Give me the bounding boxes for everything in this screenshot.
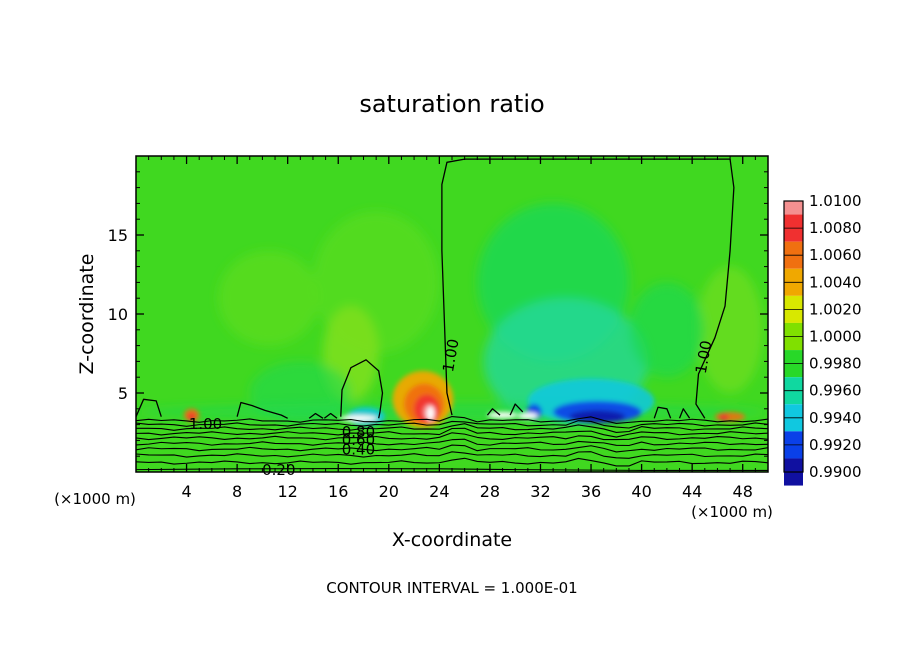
- contour-100-right-b: [678, 408, 691, 419]
- colorbar-level-label: 0.9980: [809, 355, 862, 373]
- contour-layer-3: [136, 423, 768, 433]
- x-tick-label: 20: [379, 482, 399, 501]
- contour-label: 1.00: [439, 337, 463, 373]
- colorbar-level-label: 1.0020: [809, 300, 862, 318]
- red-spot-left: [187, 412, 196, 421]
- y-tick-label: 10: [108, 305, 128, 324]
- contour-100-cloud: [340, 359, 384, 419]
- x-tick-label: 12: [278, 482, 298, 501]
- field-sharp-layer: [184, 370, 746, 428]
- contour-100-right-a: [653, 406, 672, 419]
- contour-100-bubble-4: [509, 403, 524, 416]
- colorbar-level-label: 0.9940: [809, 409, 862, 427]
- colorbar-level-label: 0.9900: [809, 463, 862, 481]
- x-tick-label: 32: [530, 482, 550, 501]
- contour-interval-note: CONTOUR INTERVAL = 1.000E-01: [326, 579, 577, 597]
- contour-100-bubble-3: [486, 408, 501, 416]
- contour-label: 1.00: [189, 415, 222, 433]
- x-tick-label: 44: [682, 482, 702, 501]
- contour-layer-2: [136, 420, 768, 429]
- contour-layer-7: [136, 444, 768, 453]
- x-tick-label: 48: [733, 482, 753, 501]
- contour-label: 0.60: [342, 431, 375, 449]
- contour-layer-4: [136, 427, 768, 438]
- deep-blue-pocket: [569, 410, 626, 424]
- y-axis: 5 10 15: [108, 171, 768, 457]
- colorbar-level-label: 1.0060: [809, 246, 862, 264]
- contour-label-group: 1.00 1.00 1.00 0.800.600.40 0.20: [189, 337, 716, 478]
- x-unit-label-left: (×1000 m): [54, 490, 136, 508]
- cloud-white-core: [426, 406, 435, 421]
- contour-label: 0.20: [262, 461, 295, 479]
- colorbar-level-label: 1.0100: [809, 192, 862, 210]
- x-tick-label: 16: [328, 482, 348, 501]
- contour-100-left-2: [236, 401, 288, 419]
- contour-label: 0.40: [342, 440, 375, 458]
- colorbar-level-label: 1.0080: [809, 219, 862, 237]
- contour-100-bubble-2: [323, 412, 338, 419]
- y-tick-label: 15: [108, 226, 128, 245]
- y-axis-label: Z-coordinate: [76, 254, 98, 375]
- x-tick-label: 36: [581, 482, 601, 501]
- sub-region-right: [628, 282, 705, 378]
- contour-label: 1.00: [692, 339, 716, 375]
- colorbar-level-label: 1.0000: [809, 328, 862, 346]
- red-spot-right: [718, 414, 729, 421]
- contour-layer-5: [136, 432, 768, 441]
- colorbar-level-label: 1.0040: [809, 273, 862, 291]
- white-streak-a: [487, 411, 518, 419]
- saturation-field: [136, 203, 768, 428]
- colorbar-level-label: 0.9920: [809, 436, 862, 454]
- white-streak-b: [517, 412, 538, 420]
- x-tick-label: 24: [429, 482, 449, 501]
- plot-area: [136, 156, 768, 472]
- contour-layer-1: [136, 415, 768, 424]
- contour-layer-9: [136, 457, 768, 467]
- colorbar-level-label: 0.9960: [809, 382, 862, 400]
- y-tick-label: 5: [118, 384, 128, 403]
- x-tick-label: 28: [480, 482, 500, 501]
- x-unit-label-right: (×1000 m): [691, 503, 773, 521]
- contour-layer-8: [136, 451, 768, 459]
- x-axis-label: X-coordinate: [392, 529, 512, 551]
- contour-layer-6: [136, 438, 768, 447]
- chart-title: saturation ratio: [359, 90, 544, 118]
- x-tick-label: 8: [232, 482, 242, 501]
- contour-label: 0.80: [342, 423, 375, 441]
- x-tick-label: 40: [631, 482, 651, 501]
- slightly-super-right: [697, 266, 763, 393]
- colorbar-swatch: [784, 201, 803, 215]
- contour-100-bubble-1: [308, 412, 324, 419]
- x-tick-label: 4: [181, 482, 191, 501]
- near-one-plume-left: [218, 250, 320, 346]
- colorbar: 1.0100 1.0080 1.0060 1.0040 1.0020 1.0000 0.99…: [783, 192, 862, 486]
- x-axis: 4 8 12 16 20 24 28 32 36 40 44 48: [148, 156, 756, 501]
- contour-100-left-1: [136, 398, 162, 417]
